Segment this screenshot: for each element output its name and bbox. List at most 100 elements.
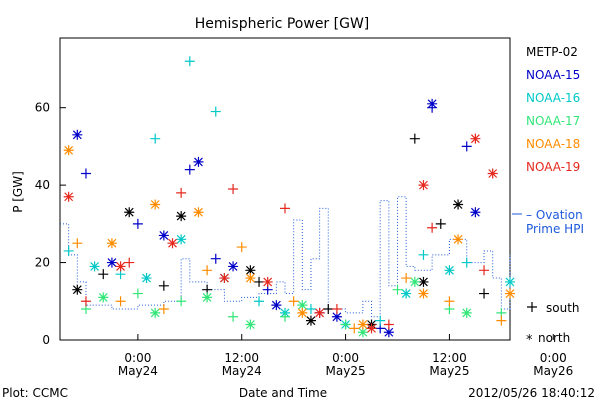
north-marker [167, 238, 178, 249]
y-tick-label: 40 [35, 178, 50, 192]
north-marker [418, 180, 429, 191]
north-marker [444, 265, 455, 276]
x-tick-label-date: May25 [326, 364, 366, 378]
south-marker [236, 242, 247, 253]
south-marker [444, 296, 455, 307]
x-tick-label-date: May25 [429, 364, 469, 378]
south-marker [383, 319, 394, 330]
north-marker [141, 273, 152, 284]
north-marker [176, 234, 187, 245]
x-tick-label-time: 12:00 [224, 351, 259, 365]
x-tick-label-date: May24 [222, 364, 262, 378]
north-marker [357, 327, 368, 338]
plot-timestamp: 2012/05/26 18:40:12 [468, 386, 595, 400]
ovation-model-series [60, 196, 511, 318]
south-marker [158, 280, 169, 291]
south-marker [461, 257, 472, 268]
north-marker [106, 238, 117, 249]
north-marker [63, 145, 74, 156]
south-marker [132, 288, 143, 299]
north-marker [297, 300, 308, 311]
south-marker [479, 288, 490, 299]
south-marker [80, 168, 91, 179]
south-marker [340, 319, 351, 330]
plot-frame [59, 37, 511, 341]
south-marker [427, 222, 438, 233]
north-marker [331, 311, 342, 322]
south-marker [401, 273, 412, 284]
south-marker [210, 253, 221, 264]
legend-entry-noaa-17: NOAA-17 [526, 114, 580, 128]
south-marker [228, 184, 239, 194]
legend: METP-02 NOAA-15 NOAA-16 NOAA-17 NOAA-18 NOAA-… [512, 45, 584, 348]
south-marker [228, 311, 239, 322]
y-tick-label: 0 [42, 333, 50, 347]
north-marker [470, 133, 481, 144]
north-marker [176, 211, 187, 222]
south-marker [280, 311, 290, 322]
north-marker [245, 319, 256, 330]
south-marker [435, 218, 446, 229]
south-marker [184, 164, 195, 175]
north-marker [427, 98, 438, 109]
south-marker [115, 296, 126, 307]
north-marker [418, 276, 429, 287]
south-marker [63, 245, 74, 256]
south-marker [98, 269, 109, 280]
south-marker [323, 304, 334, 315]
north-marker [202, 292, 213, 303]
satellite-markers [63, 56, 537, 338]
north-marker [219, 273, 230, 284]
south-marker [280, 203, 290, 214]
north-marker [470, 207, 481, 218]
legend-entry-noaa-15: NOAA-15 [526, 68, 580, 82]
north-marker [262, 276, 273, 287]
x-axis-label: Date and Time [239, 386, 327, 400]
legend-entry-noaa-19: NOAA-19 [526, 160, 580, 174]
x-tick-label-time: 0:00 [124, 351, 151, 365]
south-marker [80, 296, 91, 307]
south-marker [202, 265, 213, 276]
south-marker [72, 238, 83, 249]
north-marker [314, 307, 325, 318]
north-marker [158, 230, 169, 241]
north-marker [487, 168, 498, 179]
south-marker [375, 315, 386, 326]
north-marker [193, 156, 204, 167]
ovation-prime-hpi-line [60, 196, 511, 318]
south-marker [176, 187, 187, 198]
legend-south-label: south [546, 301, 580, 315]
south-marker [254, 296, 265, 307]
legend-ovation-label-2: Prime HPI [526, 222, 584, 236]
north-marker [72, 284, 83, 295]
chart-title: Hemispheric Power [GW] [195, 16, 370, 32]
north-marker [106, 257, 117, 268]
y-tick-label: 60 [35, 101, 50, 115]
south-marker [288, 296, 299, 307]
south-marker [176, 296, 187, 307]
north-marker [115, 261, 126, 272]
north-marker [150, 199, 161, 210]
south-marker [331, 304, 342, 315]
south-marker [409, 133, 420, 144]
y-tick-label: 20 [35, 256, 50, 270]
x-tick-label-time: 12:00 [432, 351, 467, 365]
north-marker [366, 323, 377, 334]
legend-entry-noaa-18: NOAA-18 [526, 137, 580, 151]
north-marker [461, 307, 472, 318]
south-marker [479, 265, 490, 276]
south-marker [305, 304, 316, 315]
legend-north-label: north [538, 331, 570, 345]
south-marker [496, 315, 507, 326]
legend-north-symbol: * [526, 333, 533, 348]
y-axis-label: P [GW] [11, 171, 25, 213]
north-marker [72, 129, 83, 140]
north-marker [297, 307, 308, 318]
legend-entry-metp-02: METP-02 [526, 45, 578, 59]
south-marker [418, 249, 429, 260]
north-marker [357, 319, 368, 330]
x-tick-label-date: May26 [533, 364, 573, 378]
north-marker [401, 288, 412, 299]
x-tick-label-time: 0:00 [540, 351, 567, 365]
south-marker [158, 304, 169, 315]
